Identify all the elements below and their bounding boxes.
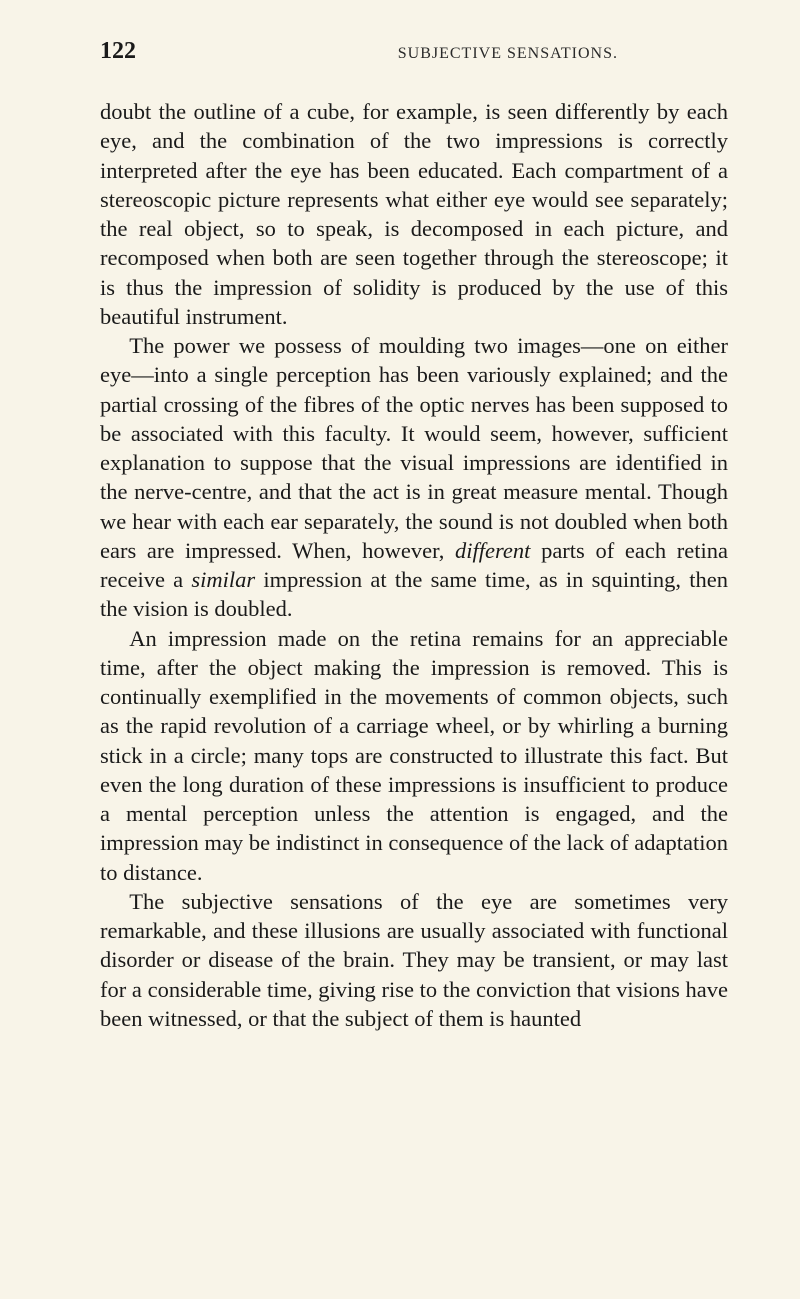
body-text: doubt the outline of a cube, for example… [100,97,728,1033]
paragraph: An impression made on the retina remains… [100,624,728,887]
paragraph: The subjective sensations of the eye are… [100,887,728,1033]
running-title: SUBJECTIVE SENSATIONS. [398,45,618,63]
page-header: 122 SUBJECTIVE SENSATIONS. [100,38,728,65]
paragraph: The power we possess of moulding two ima… [100,331,728,624]
book-page: 122 SUBJECTIVE SENSATIONS. doubt the out… [0,0,800,1299]
page-number: 122 [100,38,136,65]
paragraph: doubt the outline of a cube, for example… [100,97,728,331]
